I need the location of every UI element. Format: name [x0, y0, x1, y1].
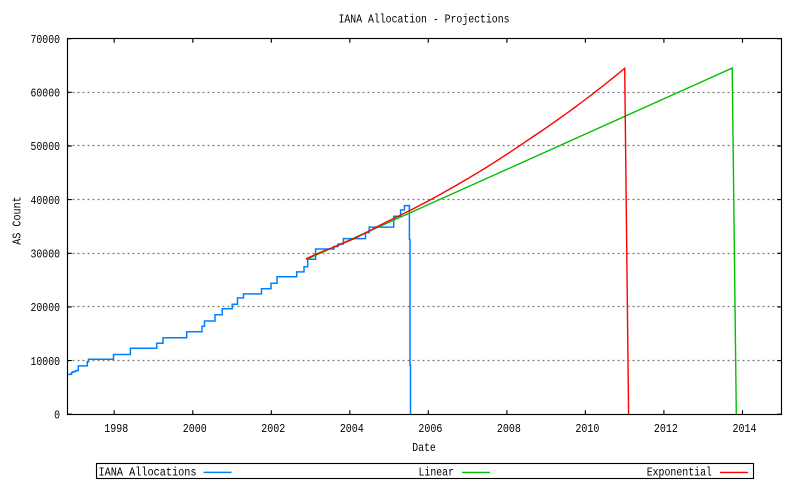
- svg-text:Linear: Linear: [419, 465, 455, 479]
- svg-text:2000: 2000: [183, 422, 207, 436]
- svg-text:70000: 70000: [31, 33, 61, 47]
- svg-text:50000: 50000: [31, 140, 61, 154]
- svg-text:2006: 2006: [418, 422, 442, 436]
- svg-text:1998: 1998: [104, 422, 128, 436]
- svg-text:30000: 30000: [31, 247, 61, 261]
- svg-text:2004: 2004: [340, 422, 364, 436]
- svg-text:10000: 10000: [31, 355, 61, 369]
- svg-text:IANA Allocations: IANA Allocations: [99, 465, 197, 479]
- svg-text:AS Count: AS Count: [11, 196, 25, 245]
- svg-text:2010: 2010: [575, 422, 599, 436]
- svg-text:40000: 40000: [31, 194, 61, 208]
- svg-text:Date: Date: [412, 441, 436, 455]
- svg-text:20000: 20000: [31, 301, 61, 315]
- svg-text:2014: 2014: [732, 422, 756, 436]
- svg-text:0: 0: [54, 408, 60, 422]
- svg-text:2012: 2012: [654, 422, 678, 436]
- svg-text:2002: 2002: [261, 422, 285, 436]
- svg-text:Exponential: Exponential: [647, 465, 712, 479]
- svg-text:60000: 60000: [31, 87, 61, 101]
- svg-text:IANA Allocation - Projections: IANA Allocation - Projections: [339, 12, 510, 26]
- svg-text:2008: 2008: [497, 422, 521, 436]
